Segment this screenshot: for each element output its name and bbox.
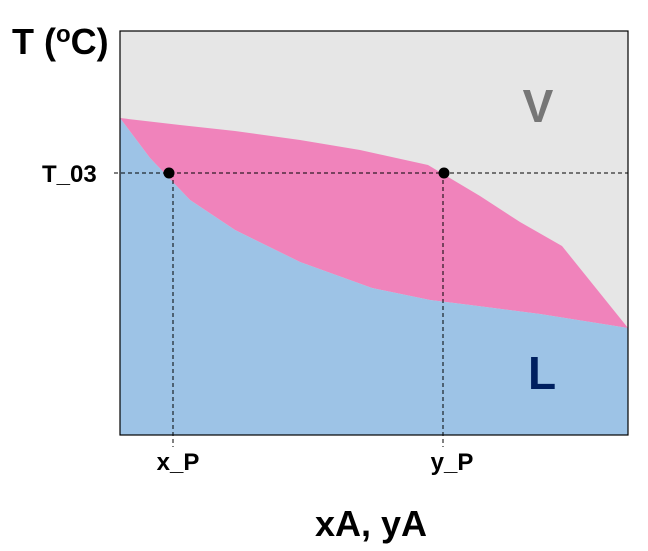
x-axis-title: xA, yA (315, 503, 427, 544)
temperature-label: T_03 (42, 161, 97, 188)
liquid-region (120, 118, 628, 435)
liquid-region-label: L (528, 347, 556, 399)
y-marker-label: y_P (431, 449, 474, 476)
vapor-composition-point (438, 167, 450, 179)
y-axis-title: T (oC) (12, 21, 109, 62)
plot-frame (119, 30, 629, 436)
two-phase-region (120, 118, 628, 328)
x-marker-label: x_P (157, 449, 200, 476)
liquid-composition-point (163, 167, 175, 179)
vapor-region-label: V (523, 80, 554, 132)
y-axis-title-superscript: o (56, 21, 71, 48)
